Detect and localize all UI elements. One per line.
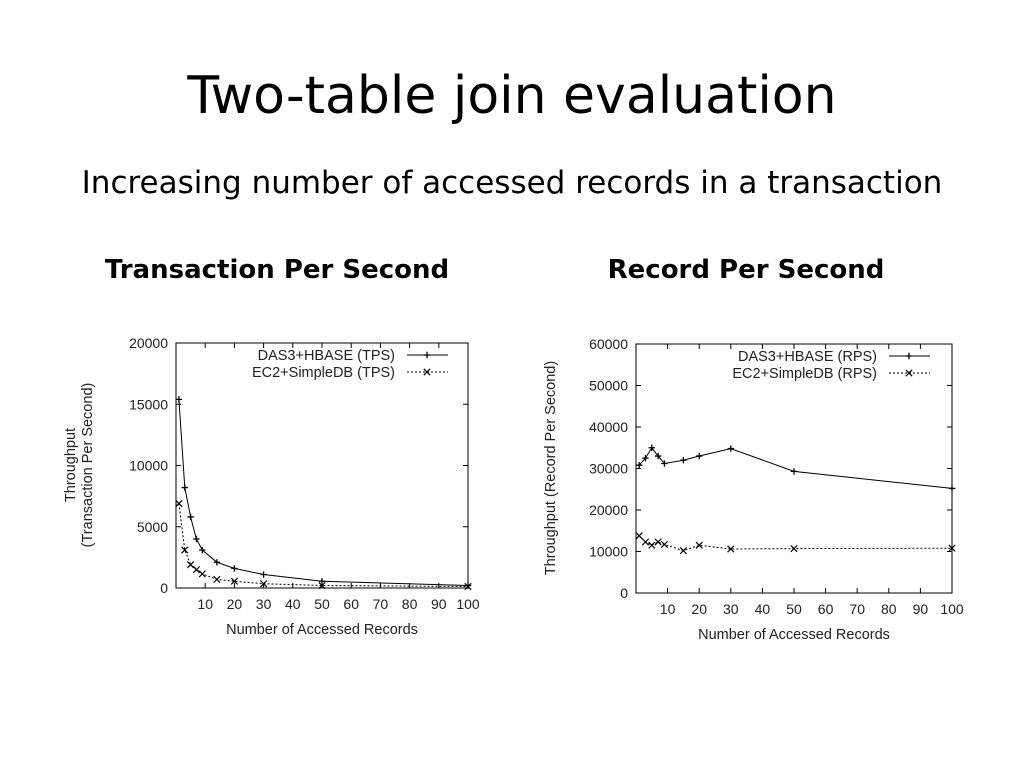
data-point xyxy=(181,484,188,491)
data-point xyxy=(213,559,221,566)
legend-label: DAS3+HBASE (TPS) xyxy=(258,348,395,364)
data-point xyxy=(260,571,267,578)
data-point xyxy=(199,546,206,554)
data-point xyxy=(680,457,687,464)
chart-heading-tps: Transaction Per Second xyxy=(104,255,450,285)
legend-label: EC2+SimpleDB (RPS) xyxy=(732,366,877,382)
y-tick-label: 20000 xyxy=(129,335,168,351)
x-tick-label: 20 xyxy=(691,601,707,617)
legend-marker xyxy=(905,369,913,377)
x-tick-label: 10 xyxy=(660,601,676,617)
data-point xyxy=(948,485,956,492)
data-point xyxy=(727,445,734,452)
data-point xyxy=(635,461,643,469)
y-axis-label: (Transaction Per Second) xyxy=(80,383,96,548)
y-tick-label: 20000 xyxy=(589,502,628,518)
data-point xyxy=(641,538,650,546)
x-tick-label: 10 xyxy=(197,596,213,612)
series-line xyxy=(638,535,953,552)
data-point xyxy=(654,452,662,460)
x-axis-label: Number of Accessed Records xyxy=(698,627,890,643)
x-tick-label: 50 xyxy=(314,596,330,612)
y-tick-label: 50000 xyxy=(589,378,628,394)
data-point xyxy=(175,499,183,508)
data-point xyxy=(727,545,735,553)
data-point xyxy=(635,532,643,540)
data-point xyxy=(679,547,688,555)
y-tick-label: 10000 xyxy=(129,458,168,474)
x-tick-label: 90 xyxy=(913,601,929,617)
data-point xyxy=(192,566,201,574)
data-point xyxy=(695,541,703,549)
series-line xyxy=(178,503,469,587)
data-point xyxy=(660,540,669,549)
x-tick-label: 100 xyxy=(456,596,480,612)
data-point xyxy=(181,546,189,554)
data-point xyxy=(696,452,703,460)
data-point xyxy=(948,544,956,552)
y-tick-label: 0 xyxy=(160,580,168,596)
series-line xyxy=(178,399,469,586)
y-axis-label: Throughput (Record Per Second) xyxy=(543,361,559,575)
data-point xyxy=(187,513,194,521)
data-point xyxy=(642,454,649,462)
series-line xyxy=(638,446,953,489)
y-tick-label: 30000 xyxy=(589,461,628,477)
data-point xyxy=(318,578,326,585)
x-tick-label: 70 xyxy=(373,596,389,612)
y-axis-label: Throughput xyxy=(63,428,79,502)
data-point xyxy=(175,396,183,403)
series-1 xyxy=(175,396,472,589)
x-tick-label: 80 xyxy=(881,601,897,617)
data-point xyxy=(790,544,798,553)
legend-marker xyxy=(423,351,431,359)
x-tick-label: 20 xyxy=(227,596,243,612)
y-tick-label: 5000 xyxy=(137,519,168,535)
data-point xyxy=(464,582,472,591)
legend-marker xyxy=(905,352,913,360)
x-tick-label: 90 xyxy=(431,596,447,612)
x-tick-label: 70 xyxy=(849,601,865,617)
x-axis-label: Number of Accessed Records xyxy=(226,622,418,638)
x-tick-label: 40 xyxy=(755,601,771,617)
series-1 xyxy=(635,444,956,492)
data-point xyxy=(213,575,221,584)
y-tick-label: 0 xyxy=(620,585,628,601)
y-tick-label: 15000 xyxy=(129,396,168,412)
data-point xyxy=(654,538,662,546)
legend-label: EC2+SimpleDB (TPS) xyxy=(252,365,395,381)
x-tick-label: 60 xyxy=(818,601,834,617)
series-2 xyxy=(635,532,956,555)
data-point xyxy=(230,577,239,585)
data-point xyxy=(193,535,200,543)
legend-label: DAS3+HBASE (RPS) xyxy=(738,349,877,365)
x-tick-label: 30 xyxy=(723,601,739,617)
x-tick-label: 40 xyxy=(285,596,301,612)
chart-heading-rps: Record Per Second xyxy=(607,255,885,285)
data-point xyxy=(318,581,326,590)
slide-title: Two-table join evaluation xyxy=(187,66,837,126)
data-point xyxy=(790,468,798,475)
slide-subtitle: Increasing number of accessed records in… xyxy=(81,165,943,201)
x-tick-label: 100 xyxy=(940,601,964,617)
y-tick-label: 40000 xyxy=(589,419,628,435)
data-point xyxy=(648,541,656,549)
y-tick-label: 10000 xyxy=(589,544,628,560)
data-point xyxy=(198,570,206,578)
series-2 xyxy=(175,499,472,591)
data-point xyxy=(648,444,655,451)
data-point xyxy=(231,565,238,572)
legend-marker xyxy=(423,368,431,376)
data-point xyxy=(186,561,195,569)
x-tick-label: 60 xyxy=(343,596,359,612)
data-point xyxy=(661,460,668,467)
y-tick-label: 60000 xyxy=(589,336,628,352)
data-point xyxy=(259,580,268,588)
data-point xyxy=(464,582,472,589)
x-tick-label: 30 xyxy=(256,596,272,612)
x-tick-label: 80 xyxy=(402,596,418,612)
x-tick-label: 50 xyxy=(786,601,802,617)
